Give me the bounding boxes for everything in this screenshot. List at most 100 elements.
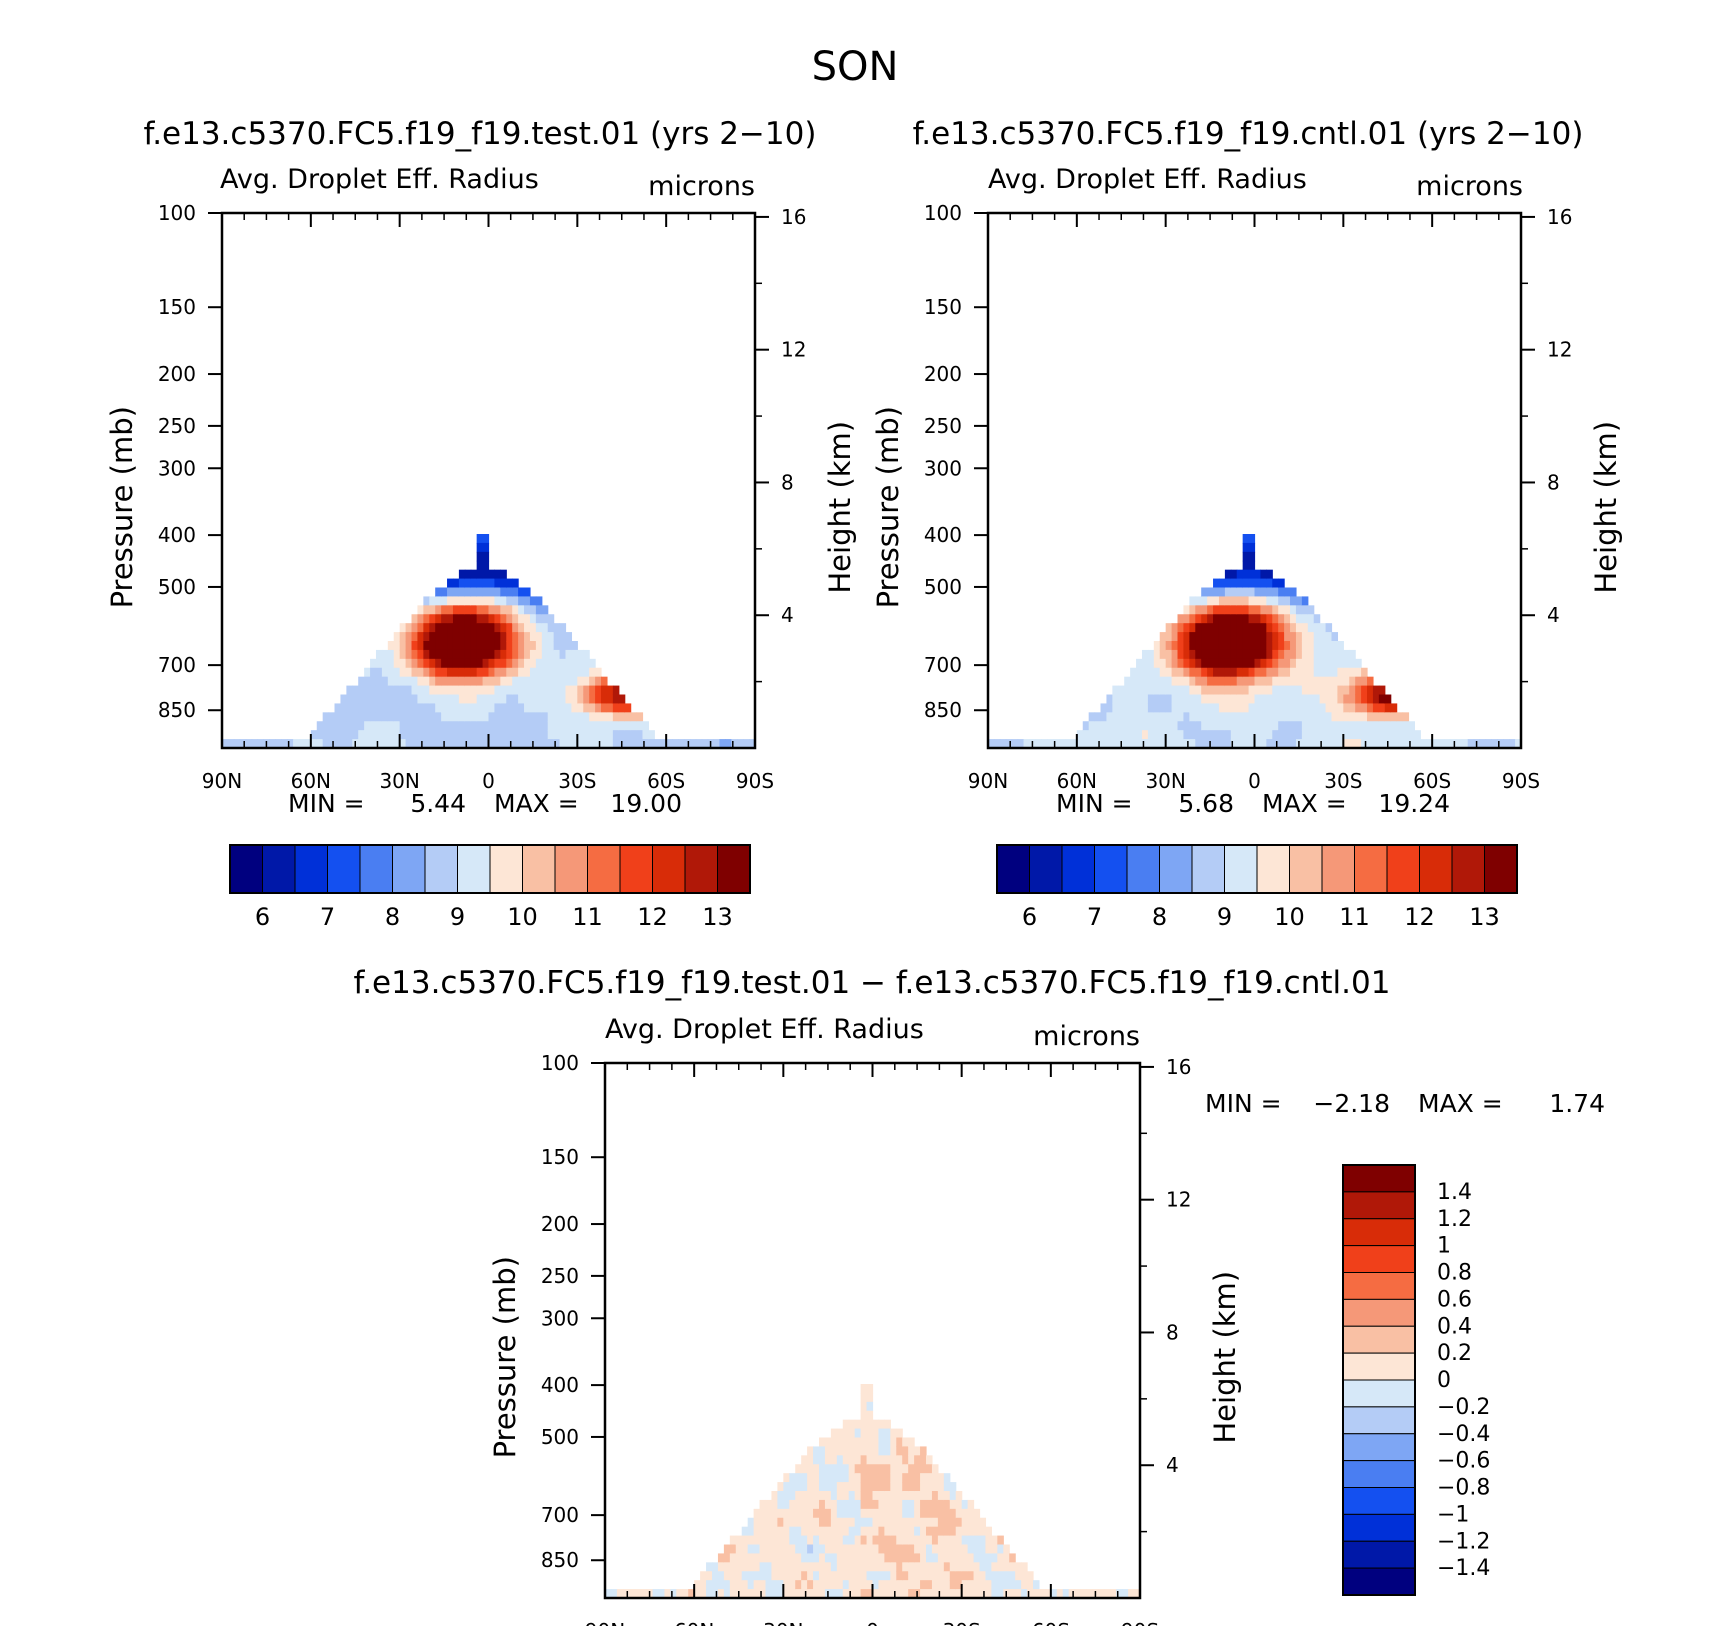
contour-cell: [848, 1535, 856, 1546]
contour-cell: [1224, 605, 1232, 615]
contour-cell: [1301, 658, 1309, 669]
contour-cell: [1183, 703, 1190, 713]
colorbar-label: 1.4: [1437, 1180, 1472, 1205]
contour-cell: [375, 712, 383, 722]
contour-cell: [435, 605, 442, 615]
contour-cell: [890, 1535, 897, 1546]
contour-cell: [819, 1544, 826, 1555]
contour-cell: [423, 685, 430, 696]
contour-cell: [1337, 658, 1344, 669]
contour-cell: [759, 1580, 767, 1590]
contour-cell: [583, 685, 590, 696]
contour-cell: [535, 703, 543, 713]
contour-cell: [723, 1571, 731, 1581]
contour-cell: [524, 649, 531, 660]
contour-cell: [914, 1482, 921, 1492]
contour-cell: [683, 739, 691, 749]
contour-cell: [896, 1517, 903, 1528]
contour-cell: [470, 721, 478, 731]
contour-cell: [1236, 605, 1244, 615]
contour-cell: [375, 694, 383, 705]
contour-cell: [1242, 534, 1250, 544]
contour-cell: [795, 1482, 802, 1492]
variable-title: Avg. Droplet Eff. Radius: [220, 164, 539, 195]
contour-cell: [1372, 703, 1380, 713]
contour-cell: [1301, 614, 1309, 624]
contour-cell: [606, 730, 614, 740]
contour-cell: [535, 596, 543, 606]
contour-cell: [1224, 641, 1232, 651]
contour-cell: [1242, 560, 1250, 571]
contour-cell: [571, 641, 578, 651]
contour-cell: [783, 1535, 790, 1546]
contour-cell: [1213, 605, 1220, 615]
contour-cell: [747, 1544, 755, 1555]
contour-cell: [949, 1482, 957, 1492]
contour-cell: [1118, 694, 1125, 705]
contour-cell: [1254, 676, 1262, 687]
contour-cell: [1136, 676, 1143, 687]
contour-cell: [287, 739, 294, 749]
contour-cell: [1272, 712, 1279, 722]
contour-cell: [506, 614, 513, 624]
contour-cell: [884, 1428, 891, 1439]
colorbar-label: 0.6: [1437, 1287, 1472, 1312]
contour-cell: [884, 1508, 891, 1519]
contour-cell: [447, 596, 454, 606]
contour-cell: [860, 1508, 868, 1519]
contour-cell: [789, 1491, 796, 1501]
contour-cell: [1331, 658, 1339, 669]
contour-cell: [393, 721, 401, 731]
contour-cell: [417, 739, 424, 749]
contour-cell: [866, 1491, 874, 1501]
contour-cell: [583, 649, 590, 660]
contour-cell: [801, 1571, 808, 1581]
contour-cell: [547, 632, 555, 642]
contour-cell: [529, 605, 537, 615]
contour-cell: [991, 1580, 998, 1590]
contour-cell: [1295, 703, 1303, 713]
contour-cell: [512, 703, 519, 713]
contour-cell: [1307, 712, 1315, 722]
contour-cell: [512, 614, 519, 624]
contour-cell: [482, 649, 490, 660]
contour-cell: [795, 1508, 802, 1519]
contour-cell: [423, 632, 430, 642]
colorbar-swatch: [1094, 844, 1128, 894]
contour-cell: [1165, 649, 1173, 660]
contour-cell: [824, 1526, 832, 1537]
contour-cell: [1284, 703, 1291, 713]
contour-cell: [795, 1571, 802, 1581]
contour-cell: [1213, 596, 1220, 606]
contour-cell: [735, 1580, 743, 1590]
contour-cell: [735, 1562, 743, 1572]
contour-cell: [1295, 649, 1303, 660]
colorbar-label: 12: [637, 903, 668, 931]
panel-test: f.e13.c5370.FC5.f19_f19.test.01 (yrs 2−1…: [105, 116, 857, 931]
contour-cell: [1141, 676, 1149, 687]
contour-cell: [494, 730, 501, 740]
contour-cell: [518, 649, 525, 660]
y-tick-label: 700: [541, 1503, 579, 1527]
contour-cell: [1307, 649, 1315, 660]
contour-cell: [1130, 676, 1137, 687]
contour-cell: [848, 1437, 856, 1448]
contour-cell: [500, 569, 507, 580]
contour-cell: [1301, 721, 1309, 731]
contour-cell: [1136, 694, 1143, 705]
contour-cell: [1159, 712, 1167, 722]
contour-cell: [1290, 703, 1297, 713]
contour-cell: [729, 1544, 737, 1555]
contour-cell: [985, 1589, 992, 1599]
contour-cell: [595, 703, 602, 713]
contour-cell: [1153, 685, 1161, 696]
contour-cell: [1177, 623, 1185, 633]
contour-cell: [920, 1473, 927, 1483]
contour-cell: [1124, 694, 1131, 705]
contour-cell: [1284, 632, 1291, 642]
contour-cell: [1284, 694, 1291, 705]
contour-cell: [741, 1526, 749, 1537]
contour-cell: [1189, 694, 1196, 705]
contour-cell: [1068, 1589, 1076, 1599]
contour-cell: [1337, 730, 1344, 740]
